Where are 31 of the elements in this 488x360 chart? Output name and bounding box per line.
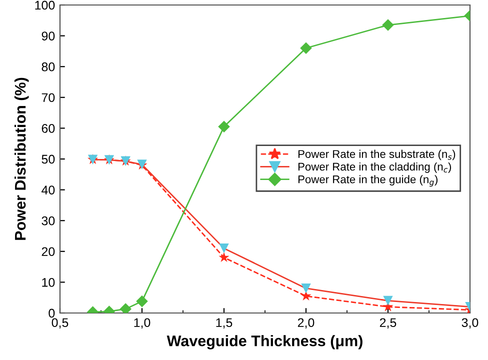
y-tick-label: 100 xyxy=(35,0,55,10)
y-tick-label: 40 xyxy=(42,186,55,194)
y-tick-label: 60 xyxy=(42,124,55,133)
point xyxy=(300,42,312,54)
x-tick-label: 1,0 xyxy=(134,318,150,329)
x-tick-label: 0,5 xyxy=(52,318,68,329)
y-tick-label: 20 xyxy=(42,247,55,256)
y-tick-label: 80 xyxy=(42,62,55,72)
x-axis-title: Waveguide Thickness (μm) xyxy=(166,335,362,350)
point xyxy=(301,284,311,294)
point xyxy=(136,295,148,308)
y-tick-label: 0 xyxy=(48,308,55,318)
point xyxy=(218,120,230,133)
x-tick-label: 3,0 xyxy=(462,318,478,329)
x-tick-label: 2,5 xyxy=(380,318,396,329)
y-axis-title: Power Distribution (%) xyxy=(14,78,29,240)
y-tick-label: 70 xyxy=(42,93,55,102)
y-tick-label: 10 xyxy=(42,278,55,287)
x-tick-label: 2,0 xyxy=(298,318,314,329)
point xyxy=(383,296,393,306)
point xyxy=(218,252,230,262)
legend-label: Power Rate in the substrate (n$_{s}$) xyxy=(298,150,456,160)
point xyxy=(382,19,394,31)
legend-label: Power Rate in the guide (n$_{g}$) xyxy=(298,175,438,187)
point xyxy=(219,243,229,254)
legend-label: Power Rate in the cladding (n$_{c}$) xyxy=(298,162,452,173)
y-tick-label: 50 xyxy=(42,154,55,164)
y-tick-label: 30 xyxy=(42,216,55,226)
x-tick-label: 1,5 xyxy=(216,318,232,329)
y-tick-label: 90 xyxy=(42,32,55,40)
point xyxy=(120,303,132,313)
